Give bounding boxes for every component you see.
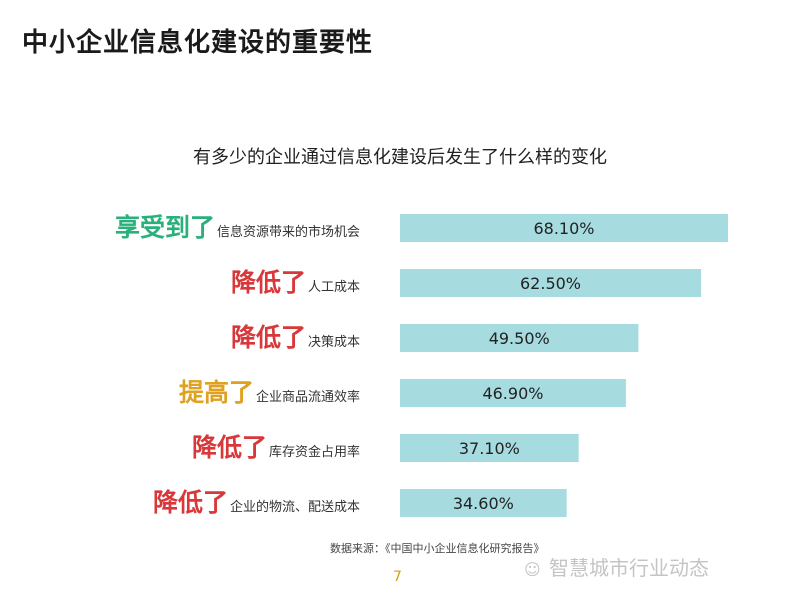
bar-4 [400, 434, 579, 462]
bar-value-label: 37.10% [459, 439, 520, 458]
category-desc: 企业的物流、配送成本 [229, 500, 360, 515]
category-desc: 决策成本 [307, 335, 360, 350]
category-verb: 提高了 [178, 378, 254, 407]
category-label: 降低了 决策成本 [231, 318, 360, 358]
bar-3 [400, 379, 626, 407]
category-verb: 降低了 [191, 433, 267, 462]
category-desc: 库存资金占用率 [268, 445, 360, 460]
source-note: 数据来源：《中国中小企业信息化研究报告》 [330, 542, 545, 555]
category-label: 享受到了 信息资源带来的市场机会 [115, 208, 360, 248]
category-label: 降低了 人工成本 [231, 263, 360, 303]
page-number: 7 [393, 569, 402, 585]
bar-1 [400, 269, 702, 297]
page-title: 中小企业信息化建设的重要性 [22, 28, 374, 58]
bar-5 [400, 489, 567, 517]
watermark-text: 智慧城市行业动态 [549, 556, 710, 580]
bar-value-label: 34.60% [453, 494, 514, 513]
category-label: 提高了 企业商品流通效率 [179, 373, 360, 413]
bar-value-label: 68.10% [533, 219, 594, 238]
category-label: 降低了 库存资金占用率 [192, 428, 360, 468]
category-verb: 享受到了 [114, 213, 215, 242]
bar-2 [400, 324, 639, 352]
watermark: ☺ 智慧城市行业动态 [524, 552, 709, 581]
category-label: 降低了 企业的物流、配送成本 [153, 483, 360, 523]
category-desc: 信息资源带来的市场机会 [216, 225, 360, 240]
category-verb: 降低了 [152, 488, 228, 517]
category-verb: 降低了 [230, 268, 306, 297]
bar-value-label: 49.50% [489, 329, 550, 348]
category-verb: 降低了 [230, 323, 306, 352]
bar-value-label: 46.90% [482, 384, 543, 403]
bar-0 [400, 214, 728, 242]
chart-title: 有多少的企业通过信息化建设后发生了什么样的变化 [193, 147, 607, 168]
bar-value-label: 62.50% [520, 274, 581, 293]
category-desc: 企业商品流通效率 [255, 390, 360, 405]
category-desc: 人工成本 [307, 280, 360, 295]
wechat-icon: ☺ [524, 560, 541, 579]
